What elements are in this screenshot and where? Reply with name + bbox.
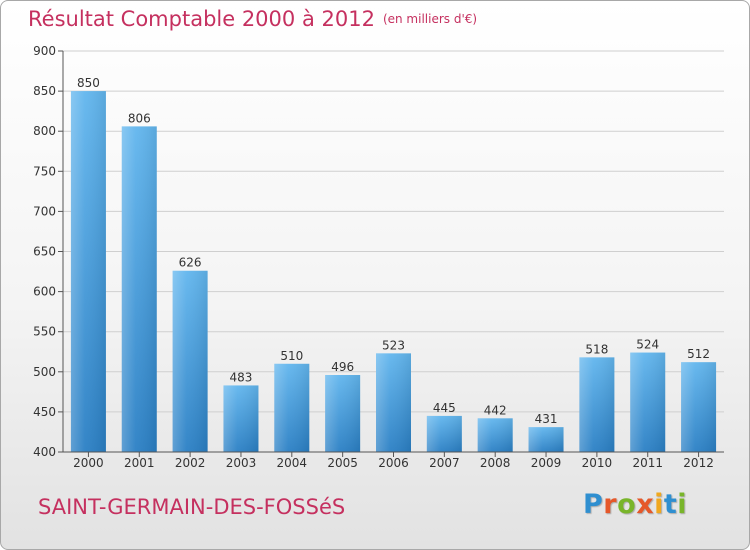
y-tick-label: 650: [33, 245, 56, 259]
data-label: 442: [484, 403, 507, 417]
x-tick-label: 2003: [226, 456, 257, 470]
y-tick-label: 700: [33, 204, 56, 218]
y-tick-label: 400: [33, 445, 56, 459]
data-label: 518: [585, 342, 608, 356]
x-tick-label: 2012: [683, 456, 714, 470]
y-tick-label: 800: [33, 124, 56, 138]
data-label: 512: [687, 347, 710, 361]
commune-name: SAINT-GERMAIN-DES-FOSSéS: [38, 495, 346, 519]
x-tick-label: 2004: [277, 456, 308, 470]
chart-unit: (en milliers d'€): [382, 12, 478, 26]
logo-letter: P: [583, 489, 604, 520]
bar-shine: [477, 418, 513, 452]
data-label: 850: [77, 76, 100, 90]
bar-shine: [172, 270, 208, 452]
logo-letter: t: [663, 489, 678, 520]
bar-shine: [325, 375, 361, 452]
x-tick-label: 2002: [175, 456, 206, 470]
bar-shine: [681, 362, 717, 452]
logo-letter: i: [654, 489, 664, 520]
x-tick-label: 2007: [429, 456, 460, 470]
data-label: 626: [179, 256, 202, 270]
data-label: 524: [636, 338, 659, 352]
x-tick-label: 2005: [327, 456, 358, 470]
bar-shine: [70, 91, 106, 452]
data-label: 496: [331, 360, 354, 374]
x-tick-label: 2000: [73, 456, 104, 470]
logo-letter: x: [636, 489, 655, 520]
bar-shine: [121, 126, 157, 452]
y-tick-label: 550: [33, 325, 56, 339]
bar-shine: [223, 385, 259, 452]
bar-shine: [274, 363, 310, 452]
y-tick-label: 850: [33, 84, 56, 98]
data-label: 483: [230, 370, 253, 384]
x-tick-label: 2001: [124, 456, 155, 470]
bar-shine: [528, 427, 564, 452]
bar-shine: [376, 353, 411, 452]
x-tick-label: 2011: [632, 456, 663, 470]
x-tick-label: 2010: [582, 456, 613, 470]
y-tick-label: 750: [33, 164, 56, 178]
logo-letter: o: [617, 489, 637, 520]
x-tick-label: 2006: [378, 456, 409, 470]
data-label: 523: [382, 338, 405, 352]
y-tick-label: 500: [33, 365, 56, 379]
chart-title-text: Résultat Comptable 2000 à 2012: [28, 7, 375, 31]
x-tick-label: 2008: [480, 456, 511, 470]
logo-letter: i: [677, 489, 688, 520]
data-label: 445: [433, 401, 456, 415]
x-tick-label: 2009: [531, 456, 562, 470]
y-tick-label: 900: [33, 44, 56, 58]
bar-shine: [579, 357, 615, 452]
logo-letter: r: [603, 489, 618, 520]
chart-title: Résultat Comptable 2000 à 2012 (en millie…: [28, 7, 477, 31]
data-label: 806: [128, 111, 151, 125]
proxiti-logo: Proxiti: [583, 489, 687, 520]
y-tick-label: 600: [33, 285, 56, 299]
data-label: 431: [535, 412, 558, 426]
data-label: 510: [280, 349, 303, 363]
bar-shine: [630, 352, 666, 452]
y-tick-label: 450: [33, 405, 56, 419]
bar-shine: [426, 415, 462, 452]
